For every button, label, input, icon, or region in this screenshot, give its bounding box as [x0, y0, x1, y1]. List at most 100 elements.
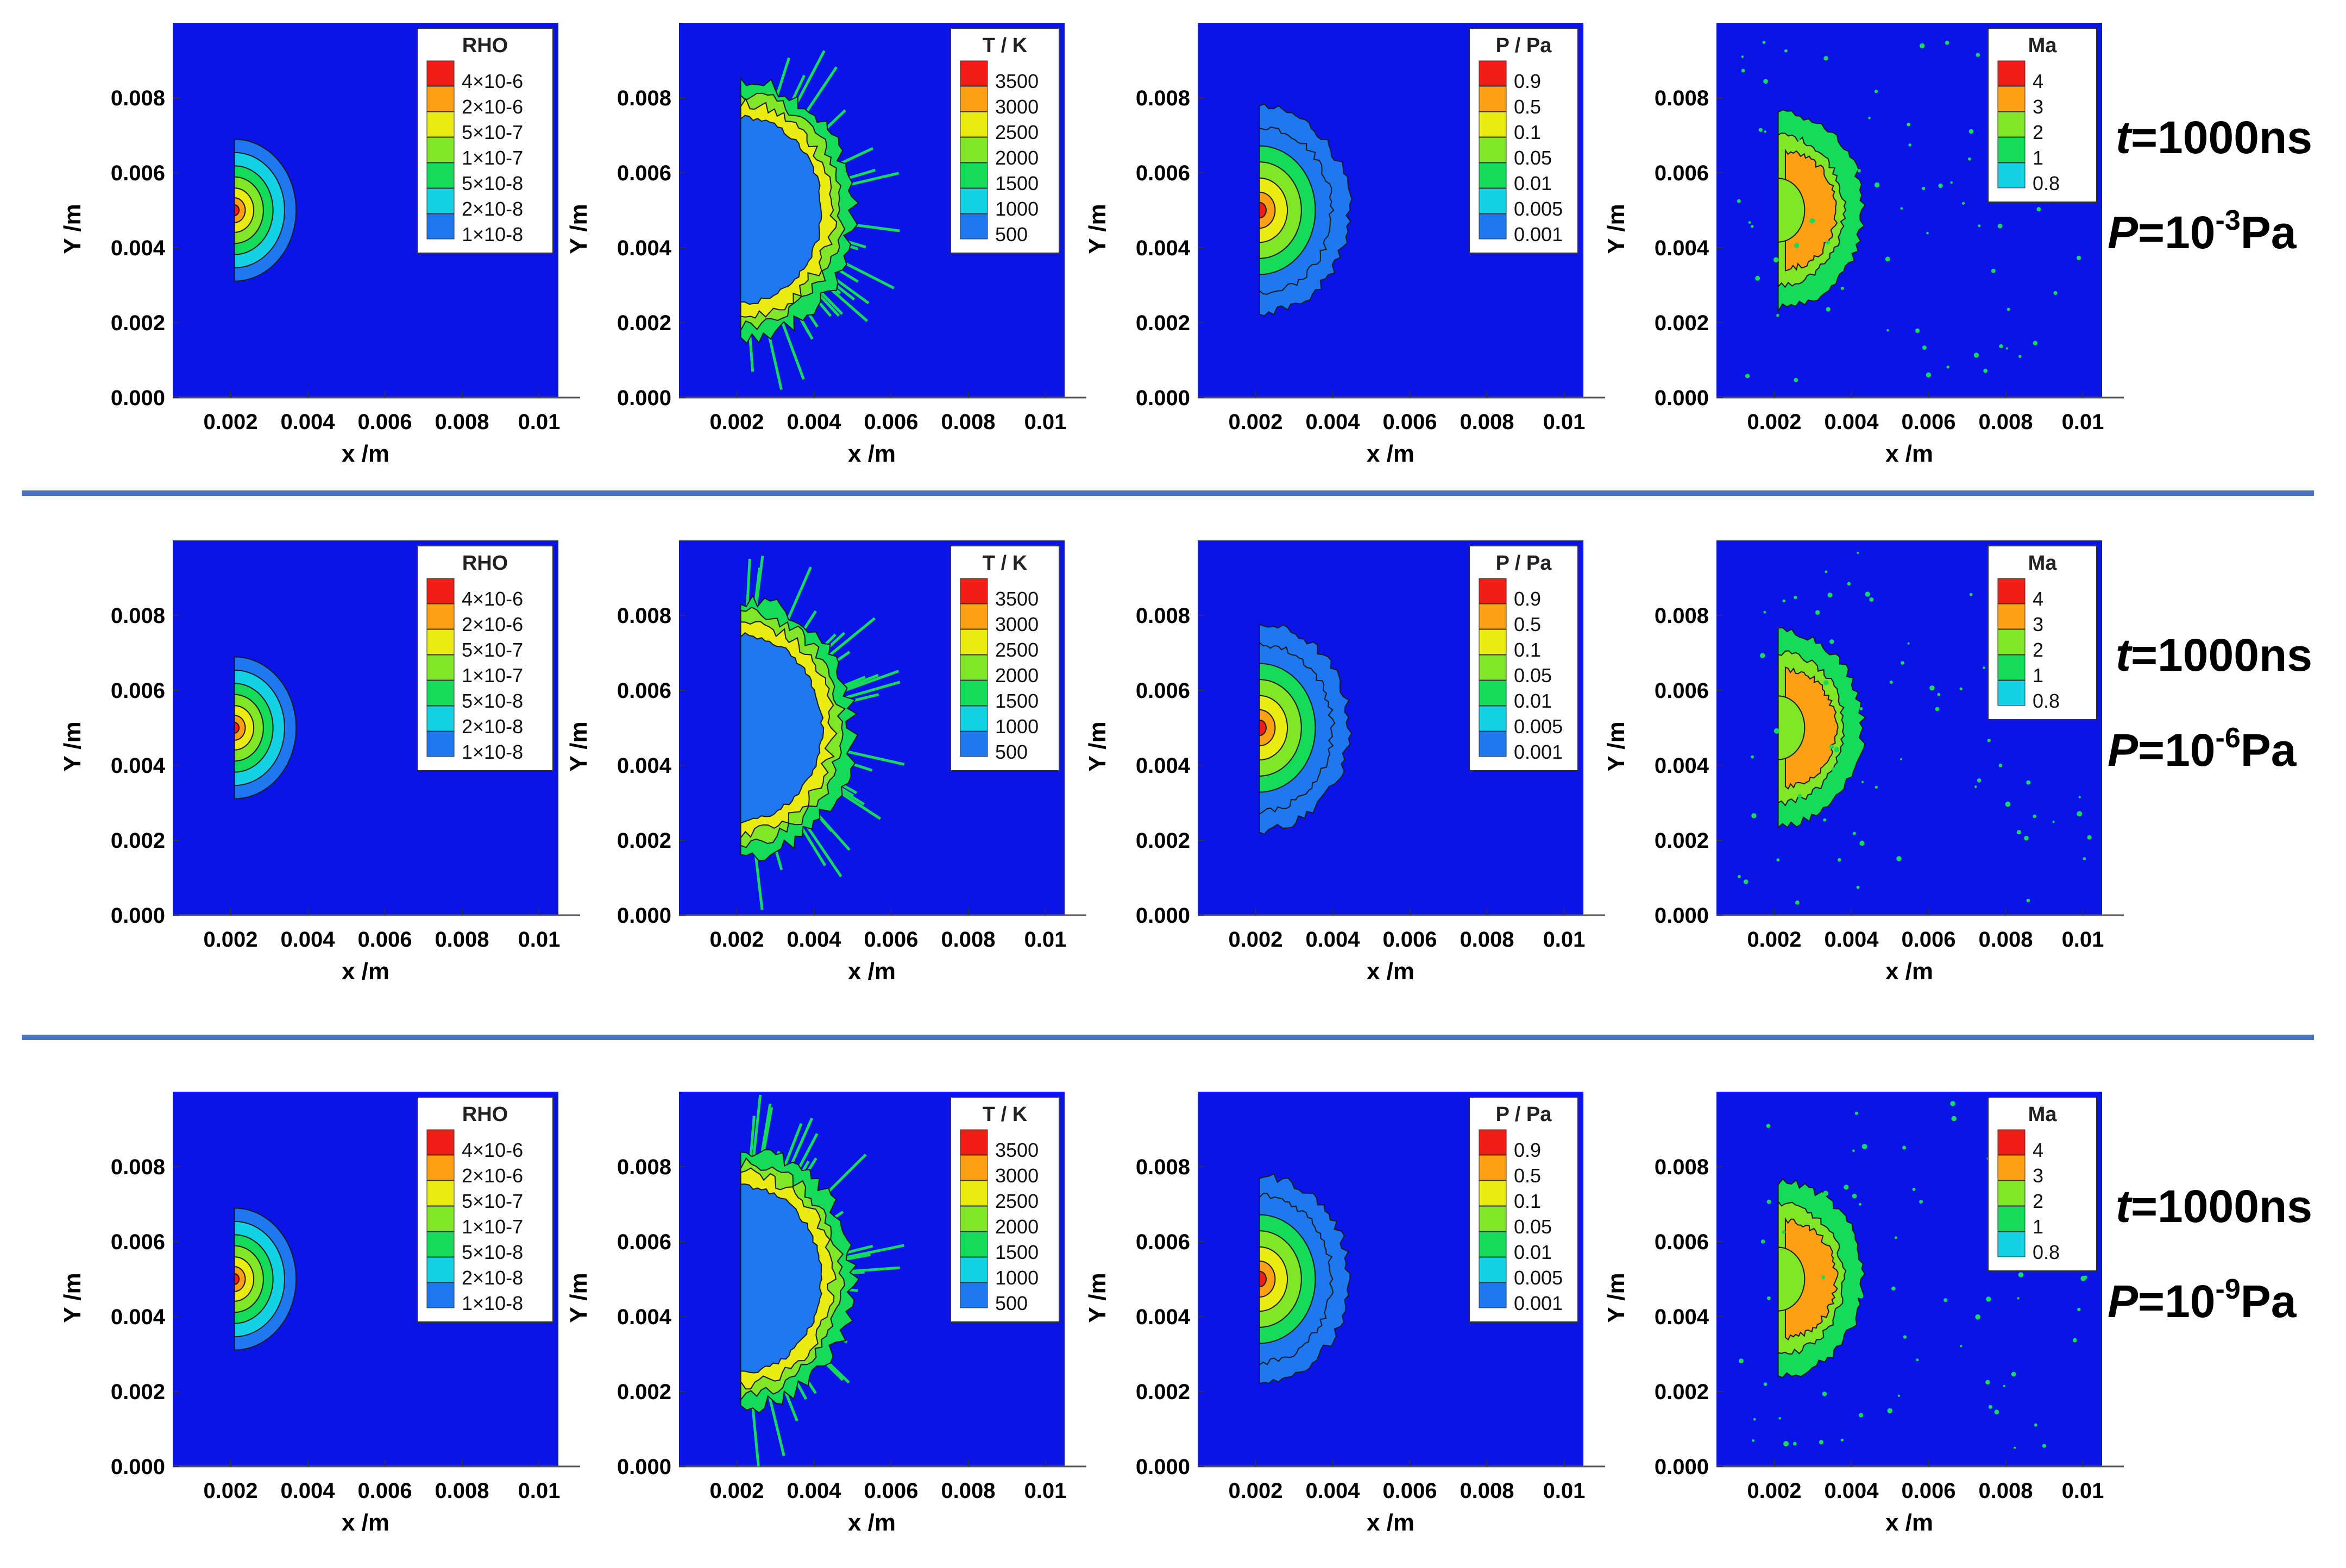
mach-speckle — [1840, 1438, 1844, 1442]
legend-swatch — [1479, 213, 1507, 240]
mach-speckle — [1741, 68, 1745, 73]
y-tick-label: 0.000 — [617, 386, 671, 410]
pressure-exponent: -3 — [2216, 205, 2241, 236]
mach-speckle — [2033, 814, 2036, 818]
legend-title: RHO — [462, 34, 508, 57]
y-axis-label: Y /m — [1603, 721, 1630, 771]
legend-entry: 1 — [2033, 1216, 2043, 1238]
legend-swatch — [1997, 60, 2026, 86]
legend-title: T / K — [983, 552, 1028, 575]
mach-speckle — [1908, 143, 1911, 147]
mach-speckle — [1814, 1348, 1818, 1352]
legend-swatch — [426, 1231, 455, 1257]
legend-entry: 3 — [2033, 1164, 2043, 1187]
temperature-spike — [838, 681, 901, 701]
legend-swatch — [426, 578, 455, 604]
legend-swatch — [1479, 86, 1507, 112]
legend-entry: 1500 — [995, 1241, 1039, 1263]
legend: RHO 4×10-6 2×10-6 5×10-7 1×10-7 5×10-8 2×10-8 1… — [417, 1097, 554, 1323]
legend-entry: 3 — [2033, 613, 2043, 635]
legend-title: T / K — [983, 34, 1028, 57]
mach-speckle — [1823, 56, 1828, 61]
mach-speckle — [1946, 366, 1949, 369]
legend: T / K 3500 3000 2500 2000 1500 1000 500 — [950, 28, 1060, 254]
legend-swatch — [1479, 162, 1507, 188]
contour-level-7 — [234, 204, 240, 216]
time-symbol: t — [2116, 1181, 2133, 1232]
mach-speckle — [1823, 818, 1827, 822]
mach-speckle — [1760, 653, 1765, 658]
mach-speckle — [2026, 780, 2031, 785]
y-tick-label: 0.002 — [617, 1380, 671, 1404]
mach-speckle — [2077, 255, 2081, 260]
legend-swatch — [960, 86, 988, 112]
legend-title: RHO — [462, 1103, 508, 1126]
x-tick-label: 0.006 — [1901, 928, 1955, 952]
legend-entry: 4×10-6 — [462, 588, 523, 610]
legend-swatch — [960, 731, 988, 757]
mach-speckle — [1859, 1202, 1861, 1206]
pressure-exponent: -6 — [2216, 722, 2241, 754]
x-tick-label: 0.006 — [1382, 410, 1437, 434]
legend-swatch — [1479, 1206, 1507, 1232]
mach-speckle — [1869, 597, 1874, 602]
x-tick-label: 0.006 — [357, 928, 412, 952]
legend: RHO 4×10-6 2×10-6 5×10-7 1×10-7 5×10-8 2×10-8 1… — [417, 28, 554, 254]
temperature-spike — [784, 566, 812, 625]
pressure-base: =10 — [2138, 1276, 2216, 1327]
legend-entry: 4×10-6 — [462, 1139, 523, 1161]
mach-speckle — [1926, 231, 1929, 235]
legend-title: Ma — [2028, 34, 2058, 57]
legend-entry: 4 — [2033, 1139, 2043, 1161]
legend: Ma 4 3 2 1 0.8 — [1988, 1097, 2097, 1271]
temperature-spike — [836, 670, 900, 695]
mach-speckle — [2014, 1446, 2016, 1449]
mach-speckle — [1763, 79, 1769, 84]
mach-speckle — [1902, 1145, 1907, 1150]
mach-speckle — [1987, 739, 1991, 742]
legend: T / K 3500 3000 2500 2000 1500 1000 500 — [950, 545, 1060, 771]
legend-entry: 1×10-7 — [462, 664, 523, 687]
subplot-mach-number-row2: 0.002 0.004 0.006 0.008 0.01 0.000 0.002 0.004 0… — [1603, 540, 2124, 985]
mach-speckle — [1938, 183, 1943, 188]
legend-entry: 2000 — [995, 1216, 1039, 1238]
mach-speckle — [1797, 794, 1802, 798]
contour-level-6 — [1259, 709, 1276, 747]
mach-speckle — [1840, 286, 1844, 290]
x-tick-label: 0.004 — [1824, 410, 1879, 434]
mach-speckle — [1794, 243, 1800, 248]
y-axis-label: Y /m — [1603, 1273, 1630, 1323]
mach-speckle — [1983, 666, 1985, 669]
mach-speckle — [1738, 1358, 1744, 1364]
mach-speckle — [1951, 1116, 1957, 1122]
x-axis-label: x /m — [342, 440, 389, 467]
legend-swatch — [426, 629, 455, 655]
x-tick-label: 0.002 — [1228, 1479, 1282, 1503]
temperature-spike — [839, 748, 905, 766]
mach-speckle — [1751, 813, 1757, 818]
y-tick-label: 0.000 — [1136, 904, 1190, 928]
mach-speckle — [2024, 835, 2029, 841]
contour-level-7 — [234, 1273, 240, 1285]
mach-speckle — [1738, 875, 1741, 878]
legend-swatch — [1997, 137, 2026, 163]
x-tick-label: 0.008 — [941, 928, 995, 952]
y-tick-label: 0.004 — [1136, 1305, 1191, 1329]
mach-speckle — [1763, 1382, 1768, 1386]
time-symbol: t — [2116, 112, 2133, 163]
x-tick-label: 0.002 — [203, 928, 257, 952]
y-tick-label: 0.006 — [1655, 679, 1709, 703]
mach-speckle — [1950, 181, 1953, 184]
y-tick-label: 0.002 — [1136, 311, 1190, 335]
legend-swatch — [960, 137, 988, 163]
y-tick-label: 0.002 — [111, 1380, 165, 1404]
legend-entry: 3 — [2033, 96, 2043, 118]
mach-speckle — [1826, 240, 1830, 245]
y-tick-label: 0.006 — [1136, 161, 1190, 185]
y-tick-label: 0.006 — [617, 161, 671, 185]
mach-speckle — [2005, 801, 2011, 807]
mach-speckle — [1811, 291, 1814, 293]
legend-entry: 2×10-6 — [462, 96, 523, 118]
mach-speckle — [1915, 328, 1920, 333]
temperature-spike — [766, 1390, 785, 1457]
